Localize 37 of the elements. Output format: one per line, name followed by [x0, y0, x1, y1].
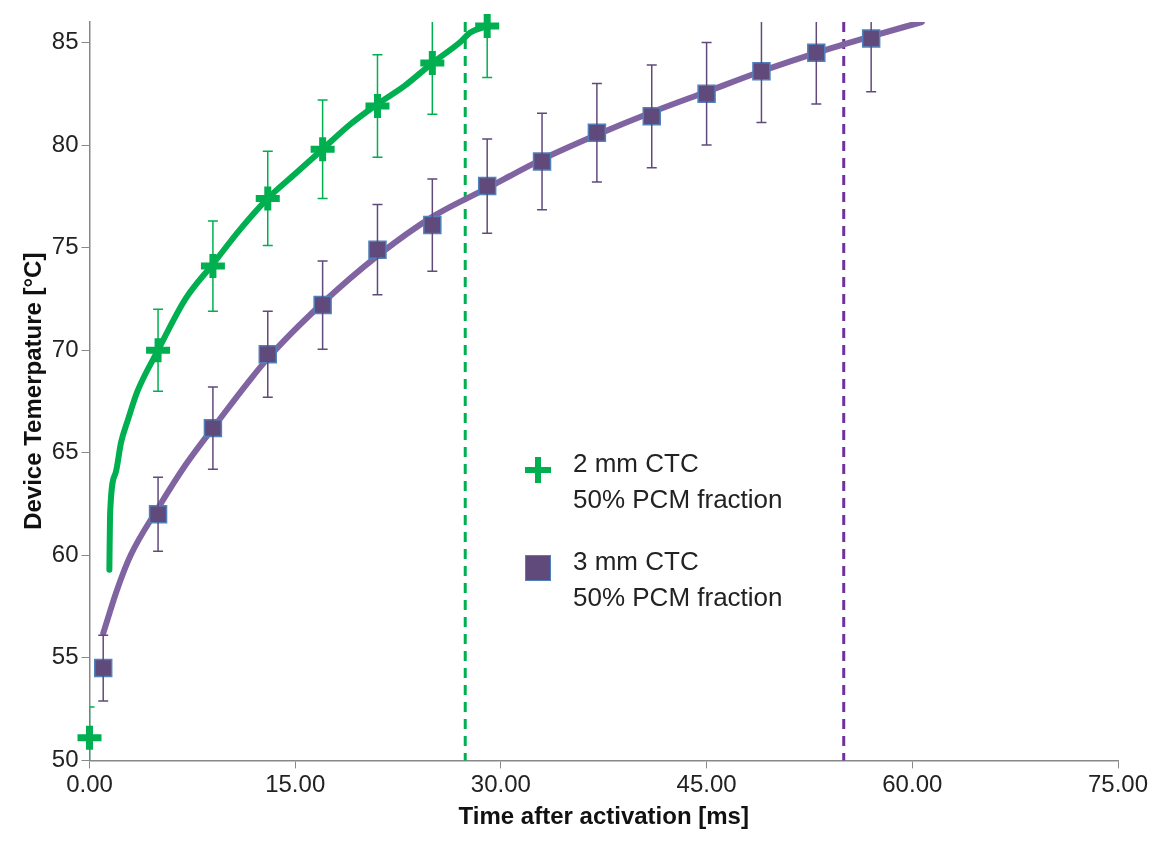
y-axis-title: Device Temerpature [°C]	[19, 252, 47, 530]
point	[423, 215, 442, 235]
y-tick-label: 70	[51, 334, 79, 362]
y-tick-label: 75	[51, 232, 79, 260]
point	[310, 137, 335, 162]
x-tick-label: 0.00	[66, 770, 113, 798]
point	[642, 107, 661, 126]
point	[752, 61, 771, 81]
x-tick-label: 60.00	[882, 770, 943, 798]
point	[368, 240, 387, 259]
x-tick-label: 15.00	[265, 770, 326, 798]
y-tick-label: 50	[51, 745, 79, 773]
y-tick-label: 80	[51, 129, 79, 157]
point	[475, 14, 500, 39]
y-tick-label: 60	[51, 539, 79, 567]
point	[148, 505, 168, 524]
point	[255, 186, 280, 211]
legend-label: 3 mm CTC 50% PCM fraction	[573, 545, 783, 614]
point	[697, 84, 716, 104]
y-tick-label: 55	[51, 642, 79, 670]
point	[313, 295, 332, 315]
point	[146, 338, 171, 363]
legend-label: 2 mm CTC 50% PCM fraction	[573, 447, 783, 516]
point	[807, 43, 826, 62]
point	[861, 29, 881, 48]
point	[420, 51, 445, 76]
x-tick-label: 30.00	[470, 770, 531, 798]
x-tick-label: 45.00	[676, 770, 737, 798]
y-tick-label: 85	[51, 27, 79, 55]
x-tick-label: 75.00	[1087, 770, 1149, 798]
point	[77, 725, 102, 750]
x-axis-title: Time after activation [ms]	[458, 802, 749, 830]
point	[365, 94, 390, 119]
y-tick-label: 65	[51, 437, 79, 465]
point	[532, 152, 552, 171]
point	[258, 345, 278, 364]
point	[200, 254, 225, 279]
